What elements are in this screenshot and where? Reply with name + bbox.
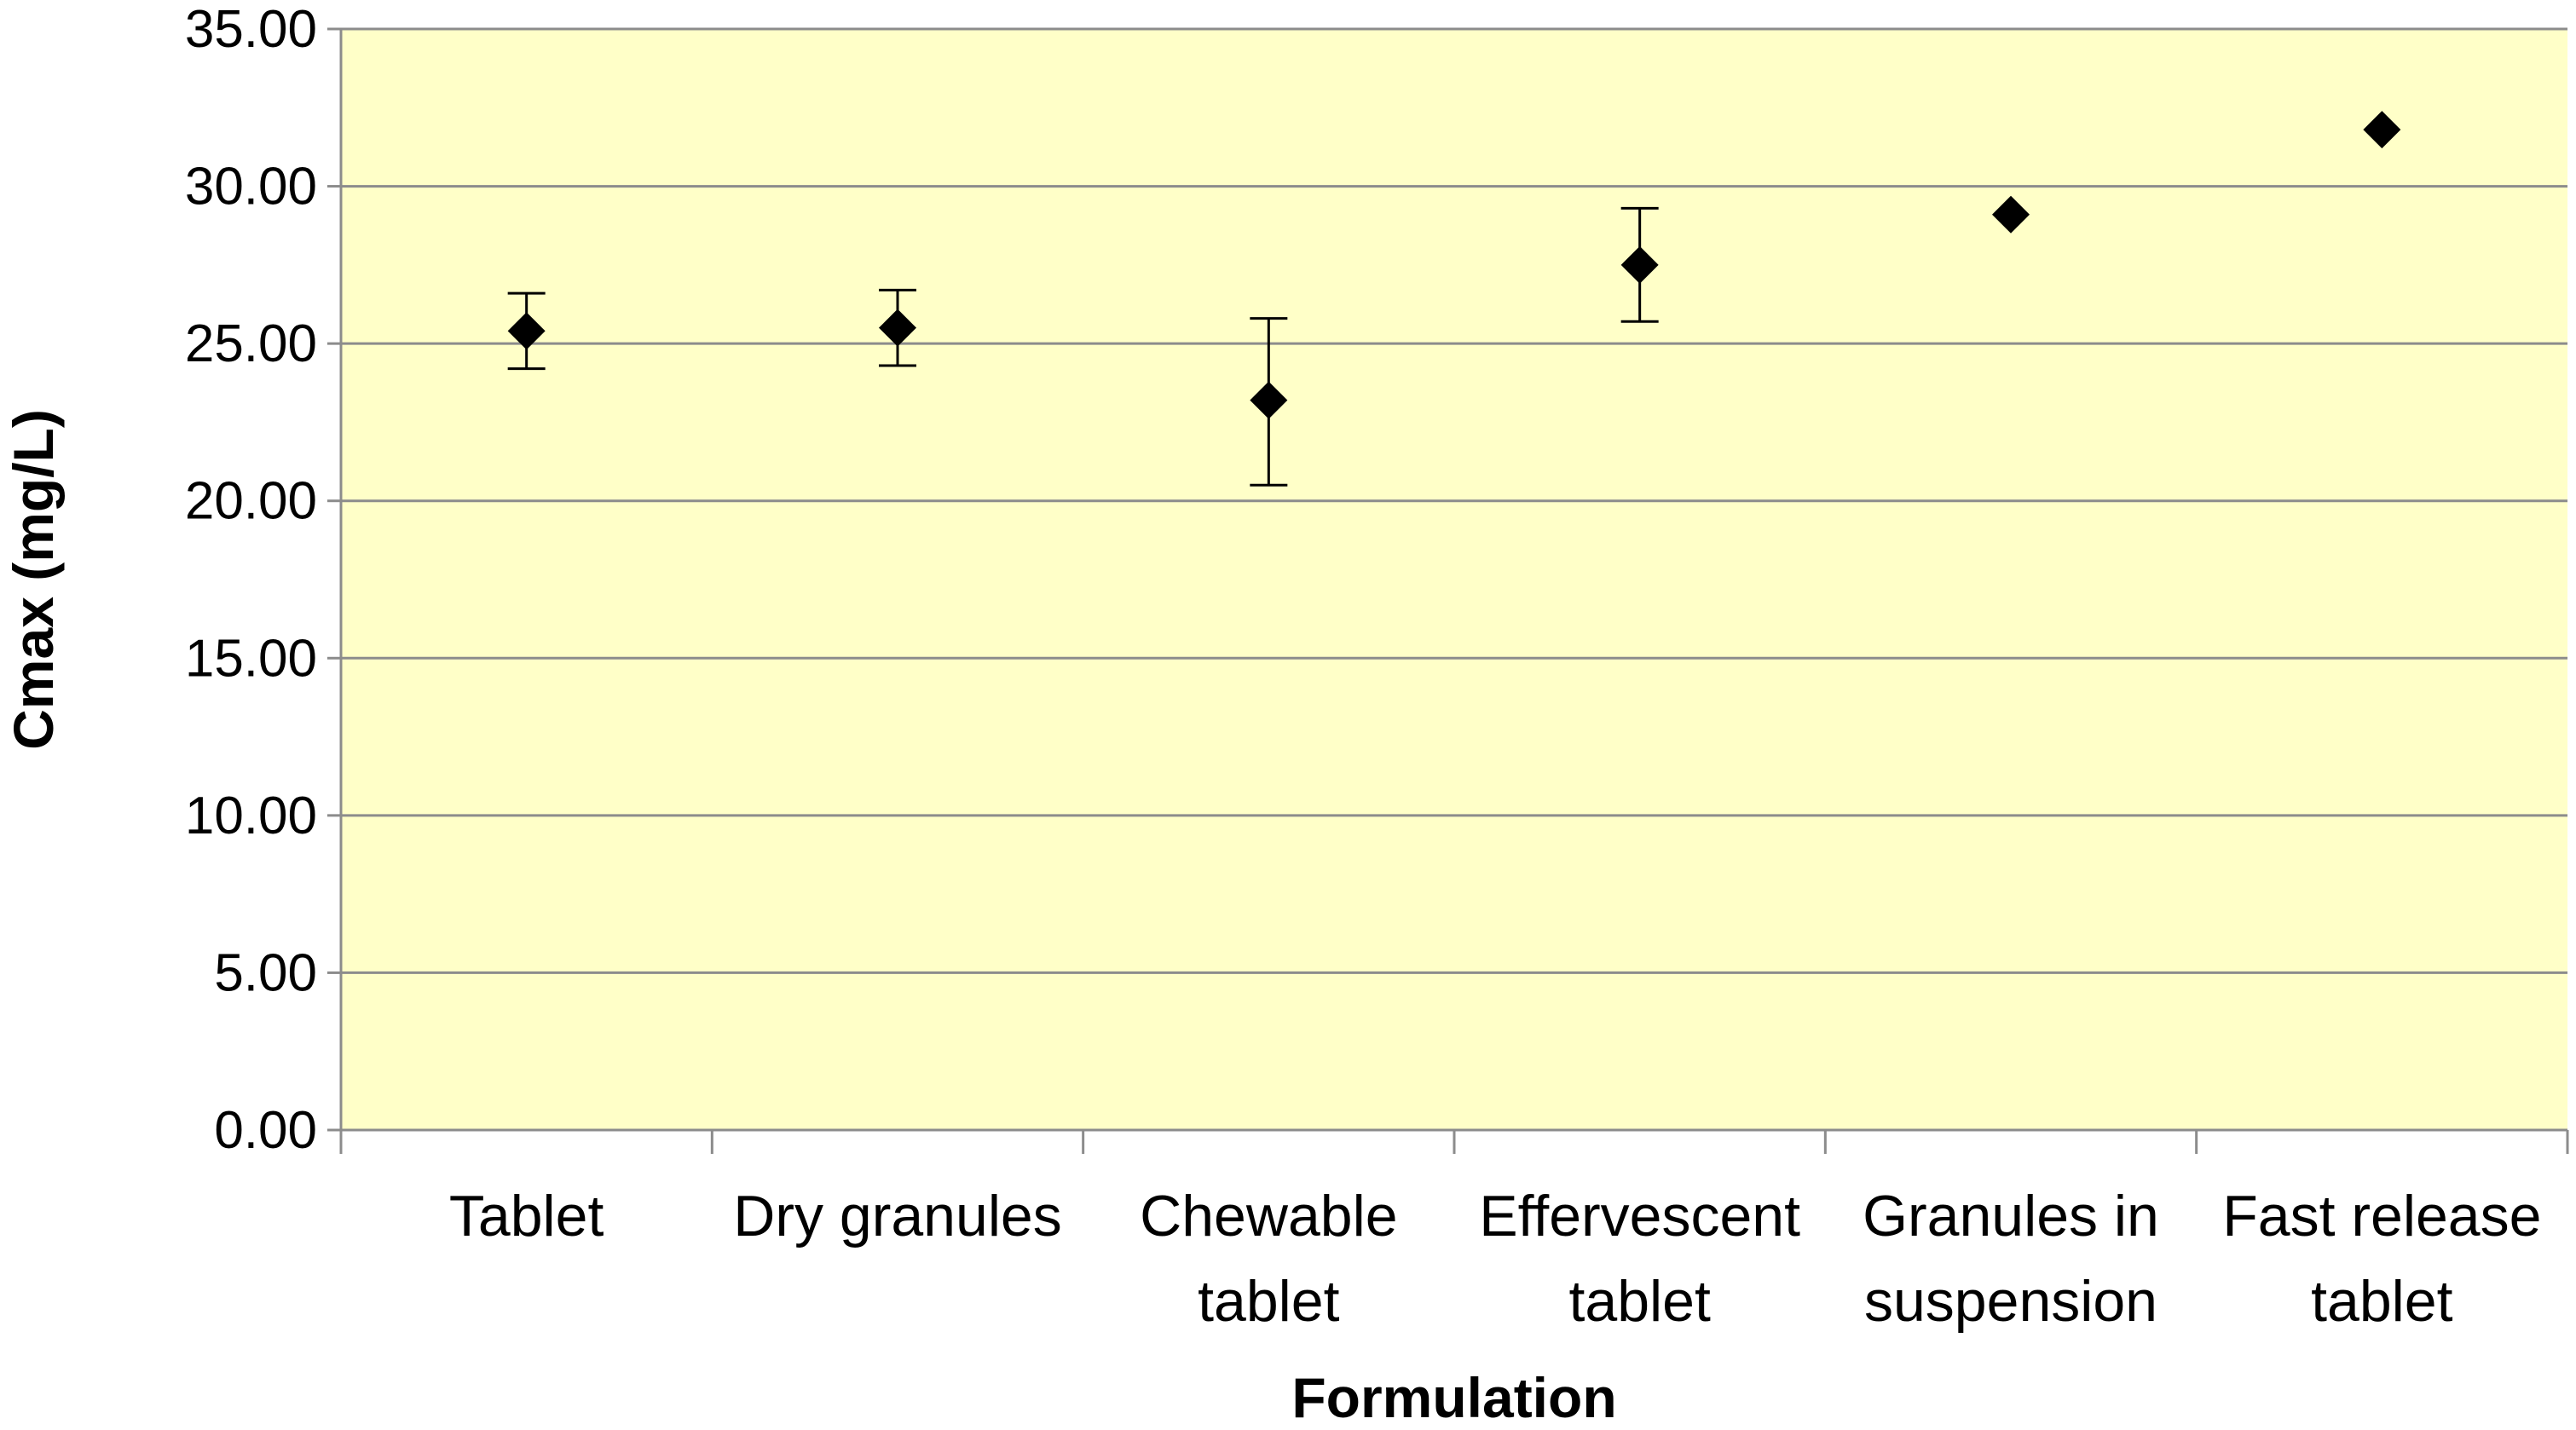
x-category-label-line: Tablet [449, 1184, 604, 1248]
y-tick-label: 20.00 [185, 472, 317, 531]
y-tick-label: 25.00 [185, 314, 317, 373]
y-axis-tick-labels: 0.00 5.00 10.00 15.00 20.00 25.00 30.00 35.00 [185, 0, 317, 1160]
y-tick-label: 0.00 [214, 1101, 317, 1160]
x-category-label-line: Effervescent [1479, 1184, 1800, 1248]
gridlines [327, 27, 2567, 1132]
y-tick-label: 10.00 [185, 787, 317, 845]
x-category-label: Granules in suspension [1863, 1184, 2159, 1334]
x-axis [339, 29, 2569, 1154]
x-category-label-line: suspension [1864, 1269, 2157, 1334]
x-category-label-line: Granules in [1863, 1184, 2159, 1248]
x-axis-title: Formulation [1291, 1366, 1616, 1429]
data-points [507, 111, 2401, 419]
x-category-label-line: tablet [1198, 1269, 1339, 1334]
x-category-label: Dry granules [733, 1184, 1062, 1248]
y-tick-label: 30.00 [185, 158, 317, 216]
data-point [1250, 381, 1288, 419]
x-category-label-line: Fast release [2222, 1184, 2541, 1248]
data-point [507, 312, 546, 350]
data-point [879, 308, 916, 347]
y-tick-label: 5.00 [214, 943, 317, 1002]
data-point [2363, 111, 2401, 149]
x-category-label-line: Chewable [1140, 1184, 1397, 1248]
x-category-label-line: tablet [1568, 1269, 1710, 1334]
x-category-label-line: tablet [2311, 1269, 2452, 1334]
data-point [1992, 195, 2030, 234]
x-category-label: Effervescent tablet [1479, 1184, 1800, 1334]
x-category-label: Tablet [449, 1184, 604, 1248]
x-axis-category-labels: Tablet Dry granules Chewable tabletEfferves… [449, 1184, 2541, 1334]
y-tick-label: 35.00 [185, 0, 317, 59]
x-category-label: Fast release tablet [2222, 1184, 2541, 1334]
x-category-label-line: Dry granules [733, 1184, 1062, 1248]
plot-area [341, 29, 2567, 1130]
data-point [1620, 245, 1659, 284]
y-tick-label: 15.00 [185, 629, 317, 688]
y-axis-title: Cmax (mg/L) [2, 409, 65, 750]
x-category-label: Chewable tablet [1140, 1184, 1397, 1334]
